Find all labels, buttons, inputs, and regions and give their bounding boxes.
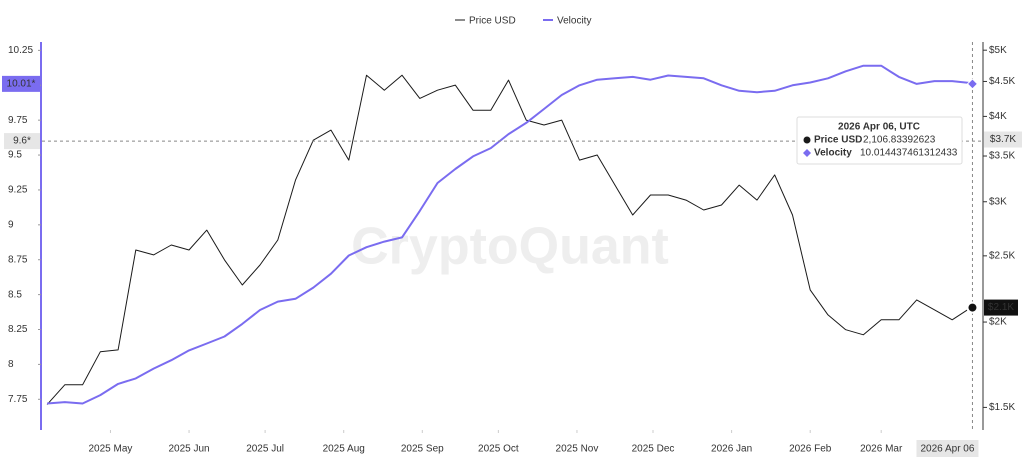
series-line <box>46 74 973 405</box>
crosshair-y-label: 9.6* <box>13 136 31 147</box>
x-tick-label: 2026 Mar <box>860 444 903 455</box>
y2-tick-label: $3K <box>989 196 1007 207</box>
y2-tick-label: $3.5K <box>989 151 1015 162</box>
x-tick-label: 2025 Aug <box>323 444 365 455</box>
x-tick-label: 2025 Jun <box>168 444 209 455</box>
tooltip-swatch <box>803 136 811 144</box>
y-tick-label: 8.5 <box>8 289 22 300</box>
x-tick-label: 2025 Nov <box>556 444 599 455</box>
watermark: CryptoQuant <box>351 218 669 276</box>
tooltip-value: 10.014437461312433 <box>860 148 958 159</box>
crosshair-y-box <box>4 133 40 150</box>
series-line <box>47 64 973 405</box>
x-tick-label: 2026 Feb <box>789 444 832 455</box>
price-point <box>966 301 979 314</box>
tooltip-name: Price USD <box>814 135 862 146</box>
tooltip-title: 2026 Apr 06, UTC <box>838 122 920 133</box>
x-tick-label: 2025 Oct <box>478 444 519 455</box>
y2-tick-label: $4.5K <box>989 76 1015 87</box>
y-tick-label: 9.25 <box>8 185 28 196</box>
y-tick-label: 10.25 <box>8 45 33 56</box>
crosshair-y2-label: $3.7K <box>990 134 1016 145</box>
x-tick-label: 2025 Dec <box>632 444 675 455</box>
y2-tick-label: $2.5K <box>989 250 1015 261</box>
y2-tick-label: $1.5K <box>989 402 1015 413</box>
y2-tick-label: $5K <box>989 45 1007 56</box>
y-tick-label: 8.25 <box>8 324 28 335</box>
y-tick-label: 9.75 <box>8 115 28 126</box>
y-tick-label: 8 <box>8 359 14 370</box>
last-price-box <box>984 299 1018 316</box>
x-tick-label: 2025 Jul <box>246 444 284 455</box>
last-price-label: $2.1K <box>988 302 1014 313</box>
legend-label: Velocity <box>557 16 591 27</box>
crosshair-x-label: 2026 Apr 06 <box>920 444 974 455</box>
y-tick-label: 9 <box>8 219 14 230</box>
crosshair-x-box <box>916 440 979 457</box>
y-tick-label: 9.5 <box>8 150 22 161</box>
tooltip-box <box>796 116 963 165</box>
tooltip-name: Velocity <box>814 148 852 159</box>
y2-tick-label: $2K <box>989 317 1007 328</box>
last-velocity-label: 10.01* <box>7 79 36 90</box>
y2-tick-label: $4K <box>989 111 1007 122</box>
x-tick-label: 2026 Jan <box>711 444 752 455</box>
y-tick-label: 8.75 <box>8 254 28 265</box>
tooltip-value: 2,106.83392623 <box>863 135 936 146</box>
x-tick-label: 2025 Sep <box>401 444 444 455</box>
crosshair-y2-box <box>984 131 1022 148</box>
last-velocity-box <box>2 75 40 92</box>
x-tick-label: 2025 May <box>88 444 132 455</box>
velocity-point <box>966 78 979 90</box>
tooltip-swatch <box>803 149 811 157</box>
legend-label: Price USD <box>469 16 516 27</box>
y-tick-label: 7.75 <box>8 394 28 405</box>
